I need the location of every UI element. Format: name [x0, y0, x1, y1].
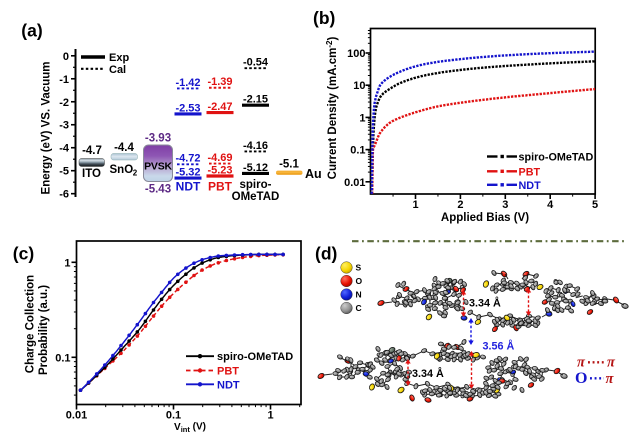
svg-text:(d): (d) — [315, 244, 337, 264]
svg-text:2: 2 — [457, 199, 463, 211]
svg-text:3.56 Å: 3.56 Å — [483, 340, 515, 353]
svg-text:Current Density (mA.cm-2): Current Density (mA.cm-2) — [325, 37, 339, 180]
svg-text:1: 1 — [267, 410, 273, 422]
svg-text:N: N — [356, 290, 362, 300]
svg-text:-4.4: -4.4 — [114, 142, 134, 154]
svg-text:π: π — [577, 355, 586, 371]
svg-text:-2: -2 — [59, 97, 69, 109]
svg-text:1: 1 — [64, 257, 70, 269]
svg-text:-3: -3 — [59, 120, 69, 132]
svg-text:PBT: PBT — [208, 180, 233, 194]
svg-text:5: 5 — [592, 199, 598, 211]
svg-text:PBT: PBT — [217, 366, 239, 378]
svg-text:-5.12: -5.12 — [243, 162, 268, 174]
svg-text:(b): (b) — [313, 8, 335, 28]
svg-text:π: π — [607, 355, 616, 371]
svg-text:-5.43: -5.43 — [145, 184, 171, 196]
svg-text:spiro-OMeTAD: spiro-OMeTAD — [519, 152, 594, 164]
svg-text:PVSK: PVSK — [144, 160, 172, 172]
svg-text:-0.54: -0.54 — [243, 57, 269, 69]
svg-text:Cal: Cal — [109, 64, 126, 76]
svg-text:2: 2 — [133, 169, 138, 178]
svg-text:C: C — [356, 303, 362, 313]
svg-text:-4.16: -4.16 — [243, 140, 268, 152]
svg-text:4: 4 — [547, 199, 554, 211]
svg-text:-1.42: -1.42 — [175, 77, 200, 89]
svg-text:1: 1 — [412, 199, 418, 211]
svg-text:Au: Au — [305, 167, 322, 181]
svg-text:PBT: PBT — [519, 167, 541, 179]
svg-text:spiro-: spiro- — [240, 179, 272, 191]
svg-text:Exp: Exp — [109, 52, 129, 64]
svg-text:0: 0 — [63, 51, 69, 63]
svg-text:-5.1: -5.1 — [279, 159, 299, 171]
svg-text:NDT: NDT — [176, 180, 201, 194]
svg-text:Vint (V): Vint (V) — [174, 422, 206, 435]
svg-text:3.34 Å: 3.34 Å — [412, 367, 444, 380]
svg-text:spiro-OMeTAD: spiro-OMeTAD — [217, 351, 293, 363]
svg-text:100: 100 — [347, 48, 365, 60]
svg-text:(a): (a) — [21, 21, 42, 41]
svg-text:3: 3 — [502, 199, 508, 211]
svg-text:(c): (c) — [13, 244, 34, 264]
svg-text:-3.93: -3.93 — [145, 133, 171, 145]
svg-text:10: 10 — [353, 80, 365, 92]
svg-text:Probability (a.u.): Probability (a.u.) — [38, 285, 50, 375]
svg-text:Charge Collection: Charge Collection — [25, 275, 37, 373]
svg-text:OMeTAD: OMeTAD — [232, 191, 280, 203]
svg-text:0.1: 0.1 — [350, 145, 365, 157]
svg-text:Applied Bias (V): Applied Bias (V) — [441, 212, 529, 224]
svg-text:1: 1 — [359, 112, 365, 124]
svg-text:-4.7: -4.7 — [82, 145, 102, 157]
svg-text:NDT: NDT — [217, 379, 240, 391]
svg-text:-2.47: -2.47 — [207, 101, 232, 113]
svg-text:0.1: 0.1 — [166, 410, 181, 422]
svg-text:0.01: 0.01 — [66, 410, 87, 422]
svg-text:-5.32: -5.32 — [175, 167, 200, 179]
svg-text:-2.15: -2.15 — [243, 94, 268, 106]
svg-text:π: π — [606, 371, 615, 387]
svg-text:-4: -4 — [59, 143, 70, 155]
svg-text:O: O — [356, 276, 363, 286]
svg-text:S: S — [356, 263, 362, 273]
svg-text:0.1: 0.1 — [55, 352, 70, 364]
svg-text:O: O — [575, 370, 587, 387]
svg-text:SnO: SnO — [110, 164, 134, 176]
svg-text:NDT: NDT — [519, 180, 542, 192]
svg-text:-1.39: -1.39 — [207, 76, 232, 88]
svg-text:-6: -6 — [59, 189, 69, 201]
svg-text:-5.23: -5.23 — [207, 164, 232, 176]
svg-text:-2.53: -2.53 — [175, 102, 200, 114]
svg-text:-1: -1 — [59, 74, 69, 86]
svg-text:3.34 Å: 3.34 Å — [469, 297, 501, 310]
svg-text:ITO: ITO — [82, 168, 101, 180]
svg-text:-4.69: -4.69 — [207, 152, 232, 164]
svg-text:-5: -5 — [59, 166, 69, 178]
svg-text:0.01: 0.01 — [344, 177, 365, 189]
svg-text:Energy (eV) VS. Vacuum: Energy (eV) VS. Vacuum — [41, 62, 53, 195]
svg-text:-4.72: -4.72 — [175, 153, 200, 165]
